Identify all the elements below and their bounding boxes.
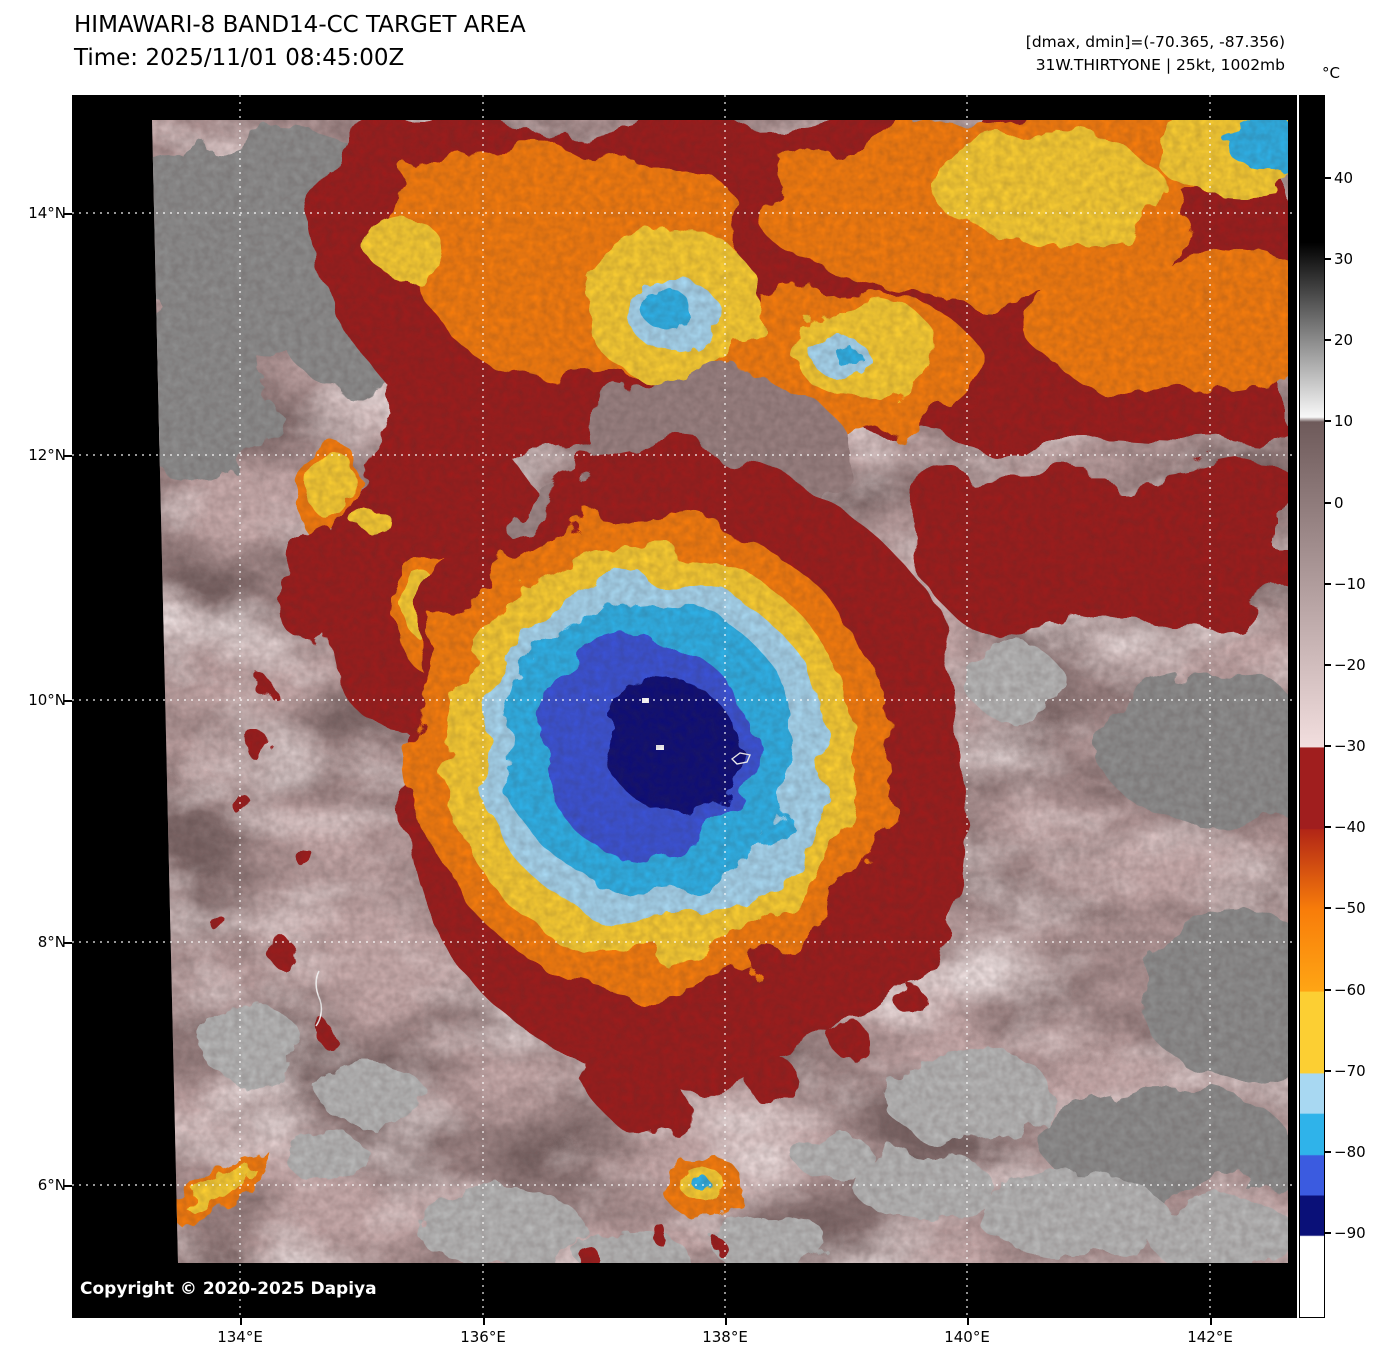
lon-label-142e: 142°E bbox=[1187, 1328, 1233, 1346]
lon-label-140e: 140°E bbox=[944, 1328, 990, 1346]
lat-label-10n: 10°N bbox=[28, 691, 66, 709]
lon-label-138e: 138°E bbox=[702, 1328, 748, 1346]
x-axis-tick bbox=[967, 1318, 969, 1325]
storm-info: 31W.THIRTYONE | 25kt, 1002mb bbox=[1035, 56, 1285, 74]
map-canvas: Copyright © 2020-2025 Dapiya bbox=[72, 95, 1297, 1318]
x-axis-tick bbox=[483, 1318, 485, 1325]
x-axis-tick bbox=[725, 1318, 727, 1325]
lat-label-6n: 6°N bbox=[37, 1176, 66, 1194]
colorbar-tick-m30: −30 bbox=[1324, 737, 1366, 755]
x-axis-tick bbox=[240, 1318, 242, 1325]
colorbar-tick-40: 40 bbox=[1323, 169, 1354, 187]
image-footprint bbox=[152, 120, 1288, 1263]
x-axis-tick bbox=[1210, 1318, 1212, 1325]
satellite-image bbox=[72, 95, 1297, 1318]
lat-label-12n: 12°N bbox=[28, 446, 66, 464]
y-axis-tick bbox=[64, 942, 72, 944]
lon-label-134e: 134°E bbox=[217, 1328, 263, 1346]
colorbar-tick-m70: −70 bbox=[1324, 1062, 1366, 1080]
colorbar-tick-20: 20 bbox=[1323, 331, 1354, 349]
y-axis-tick bbox=[64, 1185, 72, 1187]
lat-label-14n: 14°N bbox=[28, 204, 66, 222]
lon-label-136e: 136°E bbox=[460, 1328, 506, 1346]
header-readouts: [dmax, dmin]=(-70.365, -87.356) 31W.THIR… bbox=[1026, 31, 1285, 77]
colorbar-tick-30: 30 bbox=[1323, 250, 1354, 268]
colorbar-tick-m20: −20 bbox=[1324, 656, 1366, 674]
colorbar-unit-label: °C bbox=[1322, 64, 1340, 82]
y-axis-tick bbox=[64, 455, 72, 457]
product-title: HIMAWARI-8 BAND14-CC TARGET AREA bbox=[74, 12, 526, 38]
colorbar-tick-0: 0 bbox=[1324, 494, 1344, 512]
y-axis-tick bbox=[64, 213, 72, 215]
colorbar-tick-10: 10 bbox=[1323, 412, 1354, 430]
latlon-grid bbox=[72, 95, 1297, 1318]
dmax-dmin-readout: [dmax, dmin]=(-70.365, -87.356) bbox=[1025, 33, 1285, 51]
colorbar-tick-m90: −90 bbox=[1324, 1224, 1366, 1242]
colorbar-tick-m50: −50 bbox=[1324, 899, 1366, 917]
lat-label-8n: 8°N bbox=[37, 933, 66, 951]
copyright-notice: Copyright © 2020-2025 Dapiya bbox=[80, 1279, 377, 1299]
colorbar-tick-m60: −60 bbox=[1324, 981, 1366, 999]
colorbar-tick-m80: −80 bbox=[1324, 1143, 1366, 1161]
product-time: Time: 2025/11/01 08:45:00Z bbox=[74, 45, 405, 71]
y-axis-tick bbox=[64, 700, 72, 702]
temperature-colorbar bbox=[1299, 95, 1325, 1318]
colorbar-tick-m40: −40 bbox=[1324, 818, 1366, 836]
colorbar-tick-m10: −10 bbox=[1324, 575, 1366, 593]
